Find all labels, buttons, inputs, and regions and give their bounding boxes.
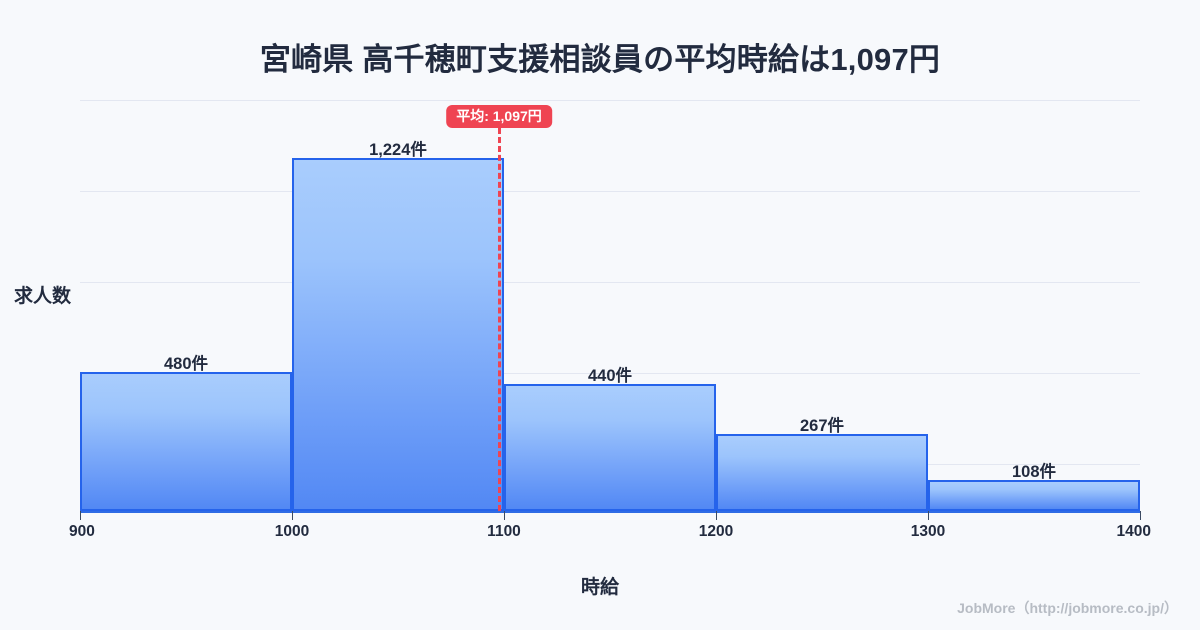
x-axis-tick-label: 1100 (487, 523, 521, 540)
x-axis-title: 時給 (580, 577, 619, 598)
x-axis-tick-label: 1000 (274, 523, 310, 540)
bar-1200-1300[interactable] (716, 434, 928, 511)
x-axis-tick (80, 511, 81, 520)
page-title: 宮崎県 高千穂町支援相談員の平均時給は1,097円 (259, 42, 941, 77)
bar-value-label: 1,224件 (369, 141, 427, 159)
x-axis-tick (928, 511, 929, 520)
y-axis-title: 求人数 (14, 286, 72, 307)
bar-value-label: 108件 (1011, 463, 1057, 481)
x-axis-tick (292, 511, 293, 520)
bar-900-1000[interactable] (80, 372, 292, 511)
x-axis-tick (504, 511, 505, 520)
bar-value-label: 440件 (587, 367, 633, 385)
x-axis-tick (1140, 511, 1141, 520)
bar-value-label: 480件 (163, 355, 209, 373)
footer-credit: JobMore（http://jobmore.co.jp/） (957, 600, 1178, 616)
bar-1000-1100[interactable] (292, 158, 504, 511)
x-axis-line (80, 511, 1141, 513)
gridline (80, 282, 1140, 283)
gridline (80, 373, 1140, 374)
gridline (80, 191, 1140, 192)
bar-value-label: 267件 (799, 417, 845, 435)
x-axis-tick-label: 1400 (1116, 523, 1151, 540)
average-badge: 平均: 1,097円 (446, 105, 552, 128)
x-axis-tick-label: 900 (69, 523, 95, 540)
x-axis-tick-label: 1200 (698, 523, 734, 540)
bar-1100-1200[interactable] (504, 384, 716, 511)
x-axis-tick-label: 1300 (910, 523, 946, 540)
average-line (498, 128, 501, 511)
bar-1300-1400[interactable] (928, 480, 1140, 511)
gridline (80, 100, 1140, 101)
x-axis-tick (716, 511, 717, 520)
